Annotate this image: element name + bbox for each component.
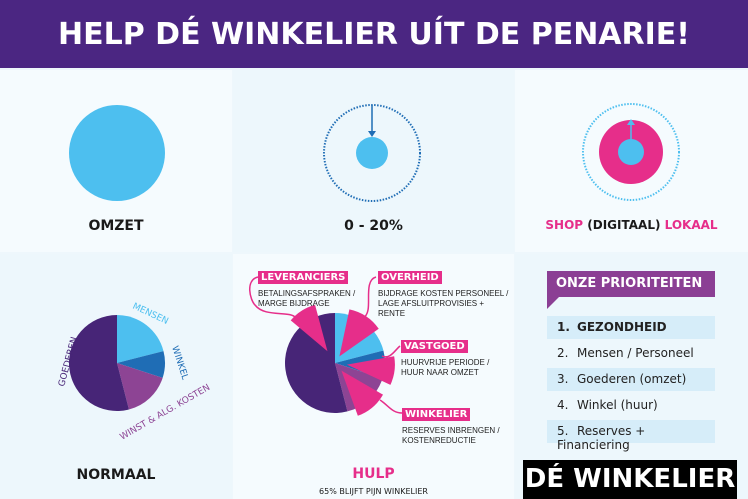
priority-item: 1. GEZONDHEID xyxy=(547,316,715,339)
pie-slice-goederen xyxy=(69,315,129,411)
digitaal-text: (DIGITAAL) xyxy=(587,218,661,232)
shop-label: SHOP (DIGITAAL) LOKAAL xyxy=(515,218,748,232)
callout-desc: BIJDRAGE KOSTEN PERSONEEL / LAGE AFSLUITP… xyxy=(378,289,509,318)
page-title: HELP DÉ WINKELIER UÍT DE PENARIE! xyxy=(0,0,748,68)
drop-label: 0 - 20% xyxy=(344,218,403,234)
callout-desc: RESERVES INBRENGEN / KOSTENREDUCTIE xyxy=(402,426,500,445)
hulp-note: 65% BLIJFT PIJN WINKELIER xyxy=(319,487,428,496)
hulp-pie xyxy=(285,304,395,416)
callout-lines xyxy=(249,276,403,414)
footer-banner: DÉ WINKELIER xyxy=(523,460,737,499)
shop-text: SHOP xyxy=(545,218,584,232)
exploded-slice-vastgoed xyxy=(346,356,395,385)
priority-item: 4. Winkel (huur) xyxy=(557,398,658,412)
small-omzet-circle xyxy=(618,139,644,165)
lokaal-text: LOKAAL xyxy=(664,218,718,232)
priority-item: 2. Mensen / Personeel xyxy=(557,346,694,360)
exploded-slice-overheid xyxy=(339,309,379,357)
pie-slice-winst xyxy=(117,363,163,410)
hulp-label: HULP xyxy=(352,466,395,482)
priorities-title: ONZE PRIORITEITEN xyxy=(547,271,715,297)
pie-slice-mensen xyxy=(117,315,164,363)
callout-leveranciers: LEVERANCIERS xyxy=(258,271,349,284)
exploded-slice-leveranciers xyxy=(290,304,328,352)
priority-item: 3. Goederen (omzet) xyxy=(547,368,715,391)
priority-item: 5. Reserves + Financiering xyxy=(547,420,715,452)
pie-slice-winkel xyxy=(117,351,165,378)
normaal-pie xyxy=(69,315,165,411)
omzet-label: OMZET xyxy=(88,218,144,234)
callout-desc: BETALINGSAFSPRAKEN / MARGE BIJDRAGE xyxy=(258,289,356,308)
callout-desc: HUURVRIJE PERIODE / HUUR NAAR OMZET xyxy=(401,358,490,377)
arrow-head xyxy=(627,119,635,125)
omzet-circle xyxy=(69,105,165,201)
small-omzet-circle xyxy=(356,137,388,169)
normaal-label: NORMAAL xyxy=(76,467,156,483)
callout-vastgoed: VASTGOED xyxy=(401,340,468,353)
pie-slice-goederen xyxy=(285,313,348,413)
priorities-tail xyxy=(547,297,559,309)
dotted-circle xyxy=(582,103,680,201)
arrow-head xyxy=(368,131,376,137)
exploded-slice-winkelier xyxy=(341,370,383,416)
callout-winkelier: WINKELIER xyxy=(402,408,471,421)
callout-overheid: OVERHEID xyxy=(378,271,442,284)
